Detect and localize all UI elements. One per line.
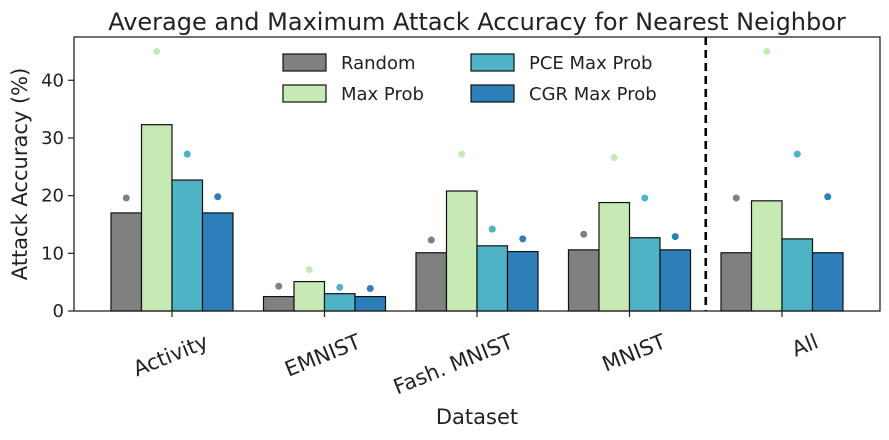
max-point-cgr-max-prob-activity: [214, 193, 222, 201]
max-point-cgr-max-prob-all: [824, 193, 832, 201]
max-point-random-activity: [122, 194, 130, 202]
bar-random-activity: [110, 212, 143, 312]
bar-cgr-max-prob-activity: [201, 212, 234, 312]
max-point-max-prob-emnist: [305, 265, 313, 273]
max-point-random-fash-mnist: [427, 236, 435, 244]
max-point-pce-max-prob-activity: [183, 150, 191, 158]
bar-random-fash-mnist: [415, 252, 448, 312]
max-point-max-prob-fash-mnist: [458, 150, 466, 158]
bar-pce-max-prob-mnist: [628, 237, 661, 312]
bar-max-prob-emnist: [293, 280, 326, 312]
max-point-random-all: [732, 194, 740, 202]
legend-swatch: [282, 84, 327, 103]
max-point-pce-max-prob-all: [793, 150, 801, 158]
legend-swatch: [470, 53, 515, 72]
legend-label: PCE Max Prob: [529, 53, 652, 74]
y-tick-label: 30: [41, 128, 64, 149]
max-point-pce-max-prob-emnist: [336, 283, 344, 291]
bar-cgr-max-prob-fash-mnist: [506, 250, 539, 312]
legend-swatch: [282, 53, 327, 72]
y-axis: 0 10 20 30 40: [41, 70, 74, 322]
max-point-cgr-max-prob-mnist: [671, 233, 679, 241]
legend: Random Max Prob PCE Max Prob CGR Max Prob: [282, 53, 657, 105]
plot-area: [110, 37, 844, 312]
bar-max-prob-all: [750, 200, 783, 312]
bar-random-mnist: [567, 249, 600, 312]
legend-label: CGR Max Prob: [529, 84, 657, 105]
max-point-random-emnist: [275, 282, 283, 290]
max-point-cgr-max-prob-fash-mnist: [519, 235, 527, 243]
max-point-random-mnist: [580, 230, 588, 238]
bar-cgr-max-prob-emnist: [354, 295, 387, 312]
max-point-pce-max-prob-fash-mnist: [488, 225, 496, 233]
bar-pce-max-prob-fash-mnist: [476, 245, 509, 312]
max-point-max-prob-activity: [153, 47, 161, 55]
bar-pce-max-prob-all: [781, 238, 814, 312]
x-axis: Activity EMNIST Fash. MNIST MNIST All: [130, 311, 822, 399]
x-tick-label: Activity: [130, 329, 212, 381]
x-tick-label: EMNIST: [281, 329, 364, 381]
chart-title: Average and Maximum Attack Accuracy for …: [108, 8, 846, 36]
legend-label: Random: [341, 53, 416, 74]
max-point-max-prob-mnist: [610, 154, 618, 162]
bar-random-all: [720, 252, 753, 312]
y-tick-label: 0: [53, 301, 64, 322]
legend-swatch: [470, 84, 515, 103]
x-axis-title: Dataset: [436, 405, 518, 429]
bar-pce-max-prob-activity: [171, 179, 204, 312]
bar-cgr-max-prob-all: [811, 252, 844, 312]
max-point-cgr-max-prob-emnist: [366, 285, 374, 293]
x-tick-label: All: [788, 329, 821, 361]
legend-label: Max Prob: [341, 84, 424, 105]
y-axis-title: Attack Accuracy (%): [8, 68, 32, 281]
y-tick-label: 40: [41, 70, 64, 91]
bar-max-prob-mnist: [598, 201, 631, 312]
bar-cgr-max-prob-mnist: [659, 249, 692, 312]
bar-random-emnist: [262, 295, 295, 312]
bar-max-prob-activity: [140, 124, 173, 312]
x-tick-label: Fash. MNIST: [390, 329, 517, 399]
max-point-pce-max-prob-mnist: [641, 194, 649, 202]
bar-max-prob-fash-mnist: [445, 190, 478, 312]
max-point-max-prob-all: [763, 47, 771, 55]
bar-pce-max-prob-emnist: [323, 293, 356, 312]
y-tick-label: 20: [41, 186, 64, 207]
x-tick-label: MNIST: [599, 329, 670, 376]
y-tick-label: 10: [41, 243, 64, 264]
